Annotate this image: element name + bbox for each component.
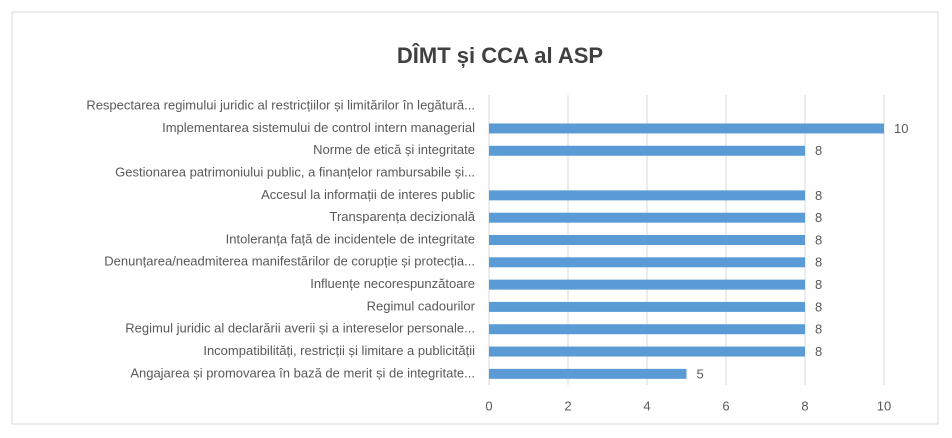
data-label: 8 bbox=[815, 232, 822, 247]
x-tick-label: 10 bbox=[877, 398, 891, 413]
y-tick-label: Accesul la informații de interes public bbox=[261, 187, 475, 202]
data-label: 8 bbox=[815, 322, 822, 337]
data-label: 8 bbox=[815, 277, 822, 292]
y-tick-label: Incompatibilități, restricții și limitar… bbox=[203, 343, 475, 358]
y-tick-label: Angajarea și promovarea în bază de merit… bbox=[130, 365, 475, 380]
data-label: 8 bbox=[815, 143, 822, 158]
bar bbox=[489, 257, 805, 268]
y-tick-label: Norme de etică și integritate bbox=[313, 142, 475, 157]
y-tick-label: Transparența decizională bbox=[330, 209, 476, 224]
bar bbox=[489, 346, 805, 357]
x-tick-label: 0 bbox=[485, 398, 492, 413]
bar bbox=[489, 145, 805, 156]
chart-title: DÎMT și CCA al ASP bbox=[397, 43, 603, 68]
bar bbox=[489, 123, 884, 134]
bar bbox=[489, 279, 805, 290]
x-tick-label: 8 bbox=[801, 398, 808, 413]
y-tick-label: Intoleranța față de incidentele de integ… bbox=[226, 231, 475, 246]
bar bbox=[489, 368, 687, 379]
data-label: 8 bbox=[815, 299, 822, 314]
data-label: 8 bbox=[815, 210, 822, 225]
bar bbox=[489, 235, 805, 245]
y-tick-label: Respectarea regimului juridic al restric… bbox=[86, 98, 475, 113]
x-tick-label: 6 bbox=[722, 398, 729, 413]
y-tick-label: Implementarea sistemului de control inte… bbox=[162, 120, 475, 135]
bar bbox=[489, 301, 805, 312]
y-tick-label: Regimul cadourilor bbox=[367, 298, 476, 313]
y-tick-label: Gestionarea patrimoniului public, a fina… bbox=[115, 165, 475, 180]
y-tick-label: Regimul juridic al declarării averii și … bbox=[125, 321, 475, 336]
data-label: 8 bbox=[815, 188, 822, 203]
bar bbox=[489, 212, 805, 223]
x-tick-label: 4 bbox=[643, 398, 650, 413]
bar bbox=[489, 190, 805, 201]
y-tick-label: Influențe necorespunzătoare bbox=[310, 276, 475, 291]
data-label: 5 bbox=[697, 366, 704, 381]
data-label: 10 bbox=[894, 121, 908, 136]
bar bbox=[489, 324, 805, 335]
data-label: 8 bbox=[815, 344, 822, 359]
x-tick-label: 2 bbox=[564, 398, 571, 413]
data-label: 8 bbox=[815, 255, 822, 270]
y-tick-label: Denunțarea/neadmiterea manifestărilor de… bbox=[104, 254, 475, 269]
